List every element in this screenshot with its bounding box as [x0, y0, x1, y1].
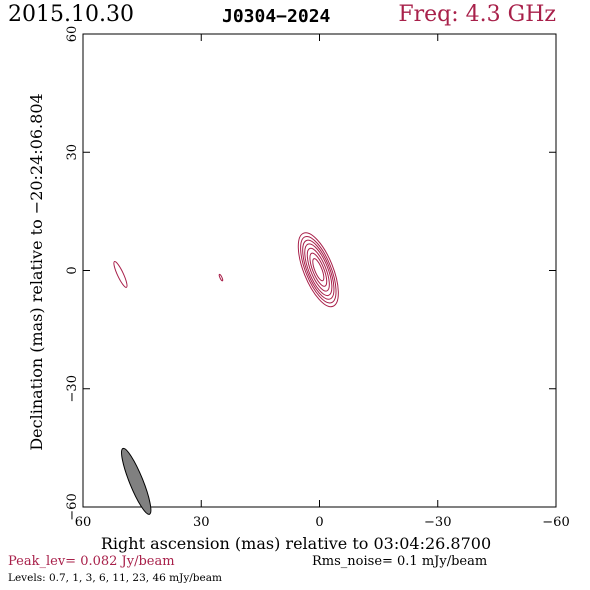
contour-ring: [113, 261, 128, 288]
contour-ring: [304, 243, 333, 297]
component-mid-feature: [218, 273, 224, 282]
contour-ring: [306, 247, 330, 292]
y-tick-label: 0: [65, 266, 80, 274]
peak-level: Peak_lev= 0.082 Jy/beam: [8, 554, 175, 569]
contour-layer: [113, 232, 339, 308]
component-west-feature: [113, 261, 128, 288]
component-core: [297, 232, 339, 308]
y-tick-label: −30: [65, 375, 80, 402]
y-tick-label: −60: [65, 493, 80, 520]
contour-ring: [218, 273, 224, 282]
plot-frame: [82, 33, 557, 508]
contour-ring: [300, 235, 337, 304]
y-tick-label: 30: [65, 144, 80, 161]
axis-ticks: [82, 33, 557, 508]
x-tick-label: −30: [424, 515, 451, 530]
beam-layer: [121, 447, 152, 515]
contour-levels: Levels: 0.7, 1, 3, 6, 11, 23, 46 mJy/bea…: [8, 572, 222, 584]
x-tick-label: −60: [542, 515, 569, 530]
contour-ring: [297, 232, 339, 308]
x-tick-label: 0: [315, 515, 323, 530]
frequency-label: Freq: 4.3 GHz: [398, 2, 556, 27]
contour-ring: [302, 239, 335, 300]
axis-tick-labels: 60 30 0 −30 −60 −60 −30 0 30 60: [65, 26, 570, 530]
x-axis-label: Right ascension (mas) relative to 03:04:…: [101, 534, 491, 553]
observation-date: 2015.10.30: [8, 2, 134, 27]
x-tick-label: 30: [193, 515, 210, 530]
y-tick-label: 60: [65, 26, 80, 43]
rms-noise: Rms_noise= 0.1 mJy/beam: [312, 554, 488, 569]
x-tick-label: 60: [75, 515, 92, 530]
source-name: J0304−2024: [222, 6, 331, 27]
contour-ring: [312, 258, 325, 282]
y-axis-label: Declination (mas) relative to −20:24:06.…: [27, 93, 46, 450]
beam-ellipse: [121, 447, 152, 515]
contour-ring: [309, 252, 328, 287]
